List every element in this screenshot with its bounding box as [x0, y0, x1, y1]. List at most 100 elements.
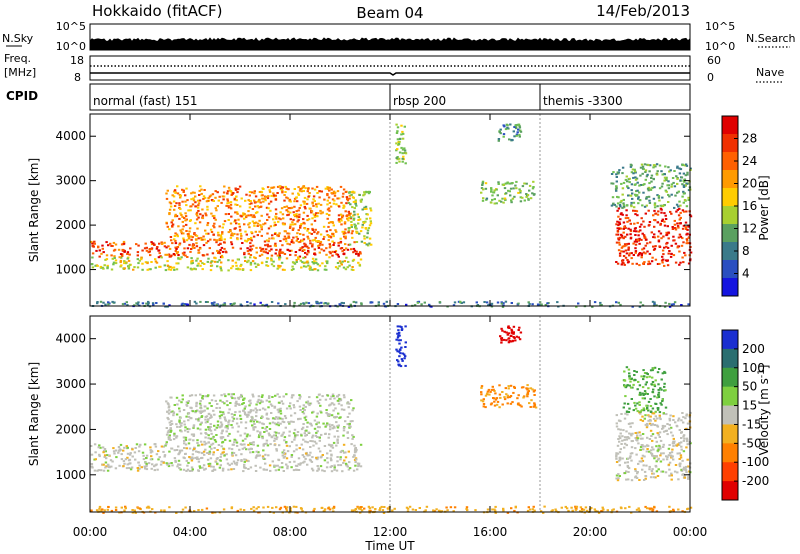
heat-cell [629, 452, 633, 455]
heat-cell [243, 446, 246, 449]
heat-cell [652, 417, 656, 420]
heat-cell [185, 404, 189, 407]
heat-cell [342, 302, 345, 305]
heat-cell [271, 506, 274, 509]
heat-cell [222, 303, 225, 306]
heat-cell [167, 406, 170, 409]
heat-cell [182, 189, 185, 192]
heat-cell [532, 505, 535, 508]
heat-cell [612, 202, 615, 205]
heat-cell [656, 408, 660, 411]
heat-cell [369, 207, 372, 210]
heat-cell [197, 458, 200, 461]
heat-cell [659, 387, 662, 390]
heat-cell [687, 303, 690, 306]
heat-cell [333, 435, 336, 438]
colorbar-segment [722, 386, 738, 407]
heat-cell [134, 447, 137, 449]
heat-cell [230, 395, 233, 398]
heat-cell [258, 219, 261, 222]
heat-cell [157, 450, 160, 453]
heat-cell [253, 190, 256, 193]
heat-cell [250, 239, 253, 242]
heat-cell [249, 402, 252, 405]
heat-cell [319, 456, 323, 459]
heat-cell [340, 450, 343, 453]
heat-cell [336, 426, 340, 429]
heat-cell [619, 227, 623, 230]
heat-cell [317, 467, 320, 470]
heat-cell [250, 419, 254, 422]
heat-cell [203, 409, 206, 412]
heat-cell [269, 443, 272, 446]
heat-cell [275, 416, 278, 419]
heat-cell [652, 455, 655, 458]
heat-cell [274, 394, 277, 397]
heat-cell [210, 399, 214, 402]
heat-cell [686, 182, 690, 185]
heat-cell [642, 407, 645, 410]
heat-cell [325, 247, 328, 250]
heat-cell [240, 234, 243, 237]
heat-cell [197, 262, 200, 265]
heat-cell [320, 190, 323, 193]
heat-cell [297, 192, 300, 195]
heat-cell [292, 420, 295, 423]
heat-cell [622, 429, 625, 432]
heat-cell [519, 200, 523, 203]
heat-cell [189, 219, 192, 222]
heat-cell [648, 170, 651, 173]
heat-cell [347, 217, 351, 219]
heat-cell [627, 260, 630, 263]
heat-cell [306, 463, 309, 466]
heat-cell [196, 439, 199, 442]
heat-cell [327, 302, 330, 305]
heat-cell [213, 428, 217, 431]
heat-cell [367, 505, 371, 508]
heat-cell [642, 251, 646, 254]
heat-cell [350, 248, 353, 251]
heat-cell [239, 247, 242, 250]
heat-cell [131, 455, 134, 458]
heat-cell [651, 472, 654, 475]
heat-cell [257, 454, 260, 457]
heat-cell [334, 266, 338, 269]
heat-cell [440, 510, 444, 513]
heat-cell [654, 379, 657, 382]
heat-cell [668, 474, 671, 477]
heat-cell [167, 268, 170, 271]
heat-cell [97, 469, 100, 472]
heat-cell [355, 250, 358, 253]
heat-cell [191, 457, 195, 460]
heat-cell [679, 216, 682, 219]
heat-cell [347, 202, 351, 204]
heat-cell [308, 231, 311, 234]
heat-cell [332, 409, 335, 412]
heat-cell [193, 246, 196, 249]
heat-cell [227, 205, 230, 208]
heat-cell [198, 189, 201, 192]
heat-cell [346, 416, 350, 418]
heat-cell [357, 507, 361, 510]
heat-cell [672, 437, 675, 440]
heat-cell [185, 459, 188, 462]
heat-cell [508, 337, 511, 340]
heat-cell [512, 325, 516, 328]
colorbar-tick-label: 15 [742, 399, 757, 413]
heat-cell [179, 468, 182, 471]
heat-cell [104, 466, 107, 469]
heat-cell [310, 210, 314, 213]
heat-cell [663, 425, 667, 428]
heat-cell [208, 402, 211, 405]
heat-cell [201, 466, 204, 469]
heat-cell [172, 414, 175, 417]
heat-cell [620, 182, 623, 185]
heat-cell [508, 396, 512, 399]
heat-cell [285, 257, 289, 260]
heat-cell [184, 426, 187, 429]
x-tick-label: 00:00 [673, 525, 708, 539]
heat-cell [269, 225, 273, 228]
heat-cell [403, 353, 406, 356]
heat-cell [183, 439, 186, 442]
power-ylabel: Slant Range [km] [27, 158, 41, 262]
